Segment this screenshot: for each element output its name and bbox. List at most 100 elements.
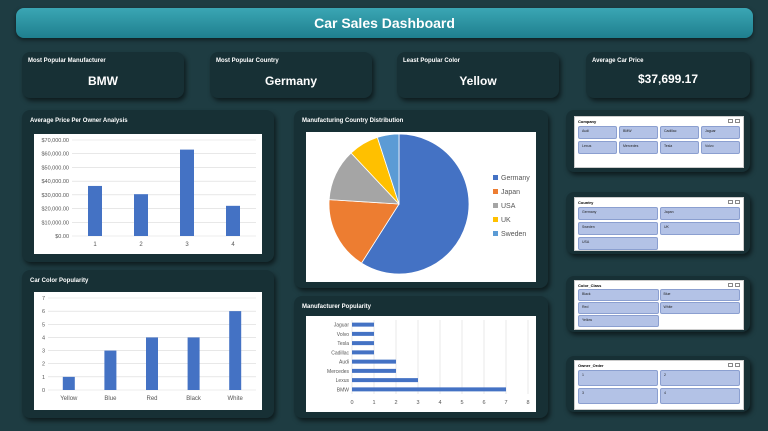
y-tick-label: 6: [42, 309, 45, 315]
slicer-item[interactable]: Lexus: [578, 141, 617, 154]
slicer-item[interactable]: Sweden: [578, 222, 658, 235]
slicer-item[interactable]: Tesla: [660, 141, 699, 154]
slicer-item[interactable]: Germany: [578, 207, 658, 220]
legend-swatch: [493, 189, 498, 194]
kpi-label: Least Popular Color: [403, 58, 461, 64]
y-tick-label: Cadillac: [331, 350, 349, 356]
avg-price-chart-card: Average Price Per Owner Analysis $0.00 $1…: [22, 110, 274, 262]
slicer-header: Country: [578, 200, 594, 205]
manufacturer-chart: 0 1 2 3 4 5 6 7 8 Jaguar Volvo Tesla Cadillac Audi Mer…: [327, 320, 530, 406]
bar: [352, 322, 374, 327]
country-slicer-card: Country Germany Japan Sweden UK USA: [566, 192, 750, 254]
y-tick-label: $50,000.00: [41, 165, 69, 171]
pie-slice: [328, 199, 400, 264]
bar: [352, 378, 418, 383]
y-tick-label: $30,000.00: [41, 193, 69, 199]
multi-select-icon[interactable]: [728, 283, 733, 287]
slicer-item[interactable]: Cadillac: [660, 126, 699, 139]
legend-swatch: [493, 231, 498, 236]
slicer-item[interactable]: Jaguar: [701, 126, 740, 139]
bar: [88, 185, 102, 236]
bar: [229, 311, 242, 390]
y-tick-label: 3: [42, 349, 45, 355]
clear-filter-icon[interactable]: [735, 119, 740, 123]
x-tick-label: 2: [394, 400, 397, 406]
slicer-item[interactable]: 4: [660, 388, 740, 404]
clear-filter-icon[interactable]: [735, 363, 740, 367]
slicer-item[interactable]: White: [659, 302, 740, 314]
x-tick-label: Blue: [104, 396, 117, 402]
manufacturer-plot: 0 1 2 3 4 5 6 7 8 Jaguar Volvo Tesla Cadillac Audi Mer…: [306, 316, 536, 412]
clear-filter-icon[interactable]: [735, 283, 740, 287]
slicer-item[interactable]: Audi: [578, 126, 617, 139]
slicer-header: Color_Class: [578, 283, 602, 288]
bar: [187, 337, 200, 390]
y-tick-label: Volvo: [337, 332, 349, 338]
slicer-item[interactable]: 1: [578, 370, 658, 386]
x-tick-label: 2: [139, 242, 143, 248]
color-class-slicer: Color_Class Black Blue Red White Yellow: [574, 280, 744, 330]
x-tick-label: 1: [93, 242, 97, 248]
company-slicer: Company Audi BMW Cadillac Jaguar Lexus M…: [574, 116, 744, 168]
bar: [62, 376, 75, 390]
legend-swatch: [493, 203, 498, 208]
slicer-item[interactable]: 2: [660, 370, 740, 386]
slicer-item[interactable]: BMW: [619, 126, 658, 139]
chart-title: Average Price Per Owner Analysis: [30, 118, 128, 124]
color-chart-card: Car Color Popularity 0 1 2 3 4 5 6 7 Yellow Blue R…: [22, 270, 274, 418]
kpi-card-manufacturer: Most Popular Manufacturer BMW: [22, 52, 184, 98]
y-tick-label: Mercedes: [327, 369, 349, 375]
color-plot: 0 1 2 3 4 5 6 7 Yellow Blue Red Black White: [34, 292, 262, 410]
bar: [352, 341, 374, 346]
y-tick-label: $20,000.00: [41, 207, 69, 213]
bar: [104, 350, 117, 390]
y-tick-label: Audi: [339, 360, 349, 366]
slicer-item[interactable]: Blue: [659, 289, 740, 301]
color-chart: 0 1 2 3 4 5 6 7 Yellow Blue Red Black White: [42, 296, 256, 402]
slicer-item[interactable]: Japan: [660, 207, 740, 220]
kpi-label: Most Popular Manufacturer: [28, 58, 106, 64]
slicer-item[interactable]: Red: [578, 302, 659, 314]
y-tick-label: 5: [42, 322, 45, 328]
avg-price-plot: $0.00 $10,000.00 $20,000.00 $30,000.00 $40,0…: [34, 134, 262, 254]
x-tick-label: 5: [460, 400, 463, 406]
kpi-card-color: Least Popular Color Yellow: [397, 52, 559, 98]
slicer-item[interactable]: 3: [578, 388, 658, 404]
legend-label: USA: [501, 203, 516, 210]
country-plot: Germany Japan USA UK Sweden: [306, 132, 536, 282]
color-slicer-card: Color_Class Black Blue Red White Yellow: [566, 276, 750, 332]
clear-filter-icon[interactable]: [735, 200, 740, 204]
multi-select-icon[interactable]: [728, 200, 733, 204]
legend-label: Sweden: [501, 231, 526, 238]
slicer-item[interactable]: Black: [578, 289, 659, 301]
dashboard-title: Car Sales Dashboard: [16, 8, 753, 38]
y-tick-label: $60,000.00: [41, 152, 69, 158]
slicer-item[interactable]: Yellow: [578, 315, 659, 327]
bar: [226, 205, 240, 236]
pie-slice: [376, 133, 400, 205]
multi-select-icon[interactable]: [728, 119, 733, 123]
bar: [134, 194, 148, 236]
slicer-item[interactable]: Volvo: [701, 141, 740, 154]
multi-select-icon[interactable]: [728, 363, 733, 367]
x-tick-label: 8: [526, 400, 529, 406]
y-tick-label: Jaguar: [334, 323, 350, 329]
x-tick-label: 6: [482, 400, 485, 406]
chart-title: Manufacturing Country Distribution: [302, 118, 404, 124]
x-tick-label: 3: [185, 242, 189, 248]
bar: [352, 387, 506, 392]
kpi-value: Germany: [264, 74, 318, 88]
chart-title: Manufacturer Popularity: [302, 304, 372, 310]
slicer-item[interactable]: Mercedes: [619, 141, 658, 154]
legend-label: Germany: [501, 175, 530, 182]
legend-swatch: [493, 217, 498, 222]
slicer-item[interactable]: UK: [660, 222, 740, 235]
y-tick-label: $0.00: [55, 234, 69, 240]
y-tick-label: BMW: [337, 387, 350, 393]
slicer-item[interactable]: USA: [578, 237, 658, 250]
bar: [180, 149, 194, 236]
x-tick-label: 0: [350, 400, 353, 406]
company-slicer-card: Company Audi BMW Cadillac Jaguar Lexus M…: [566, 110, 750, 172]
x-tick-label: 4: [231, 242, 235, 248]
y-tick-label: Tesla: [337, 341, 349, 347]
